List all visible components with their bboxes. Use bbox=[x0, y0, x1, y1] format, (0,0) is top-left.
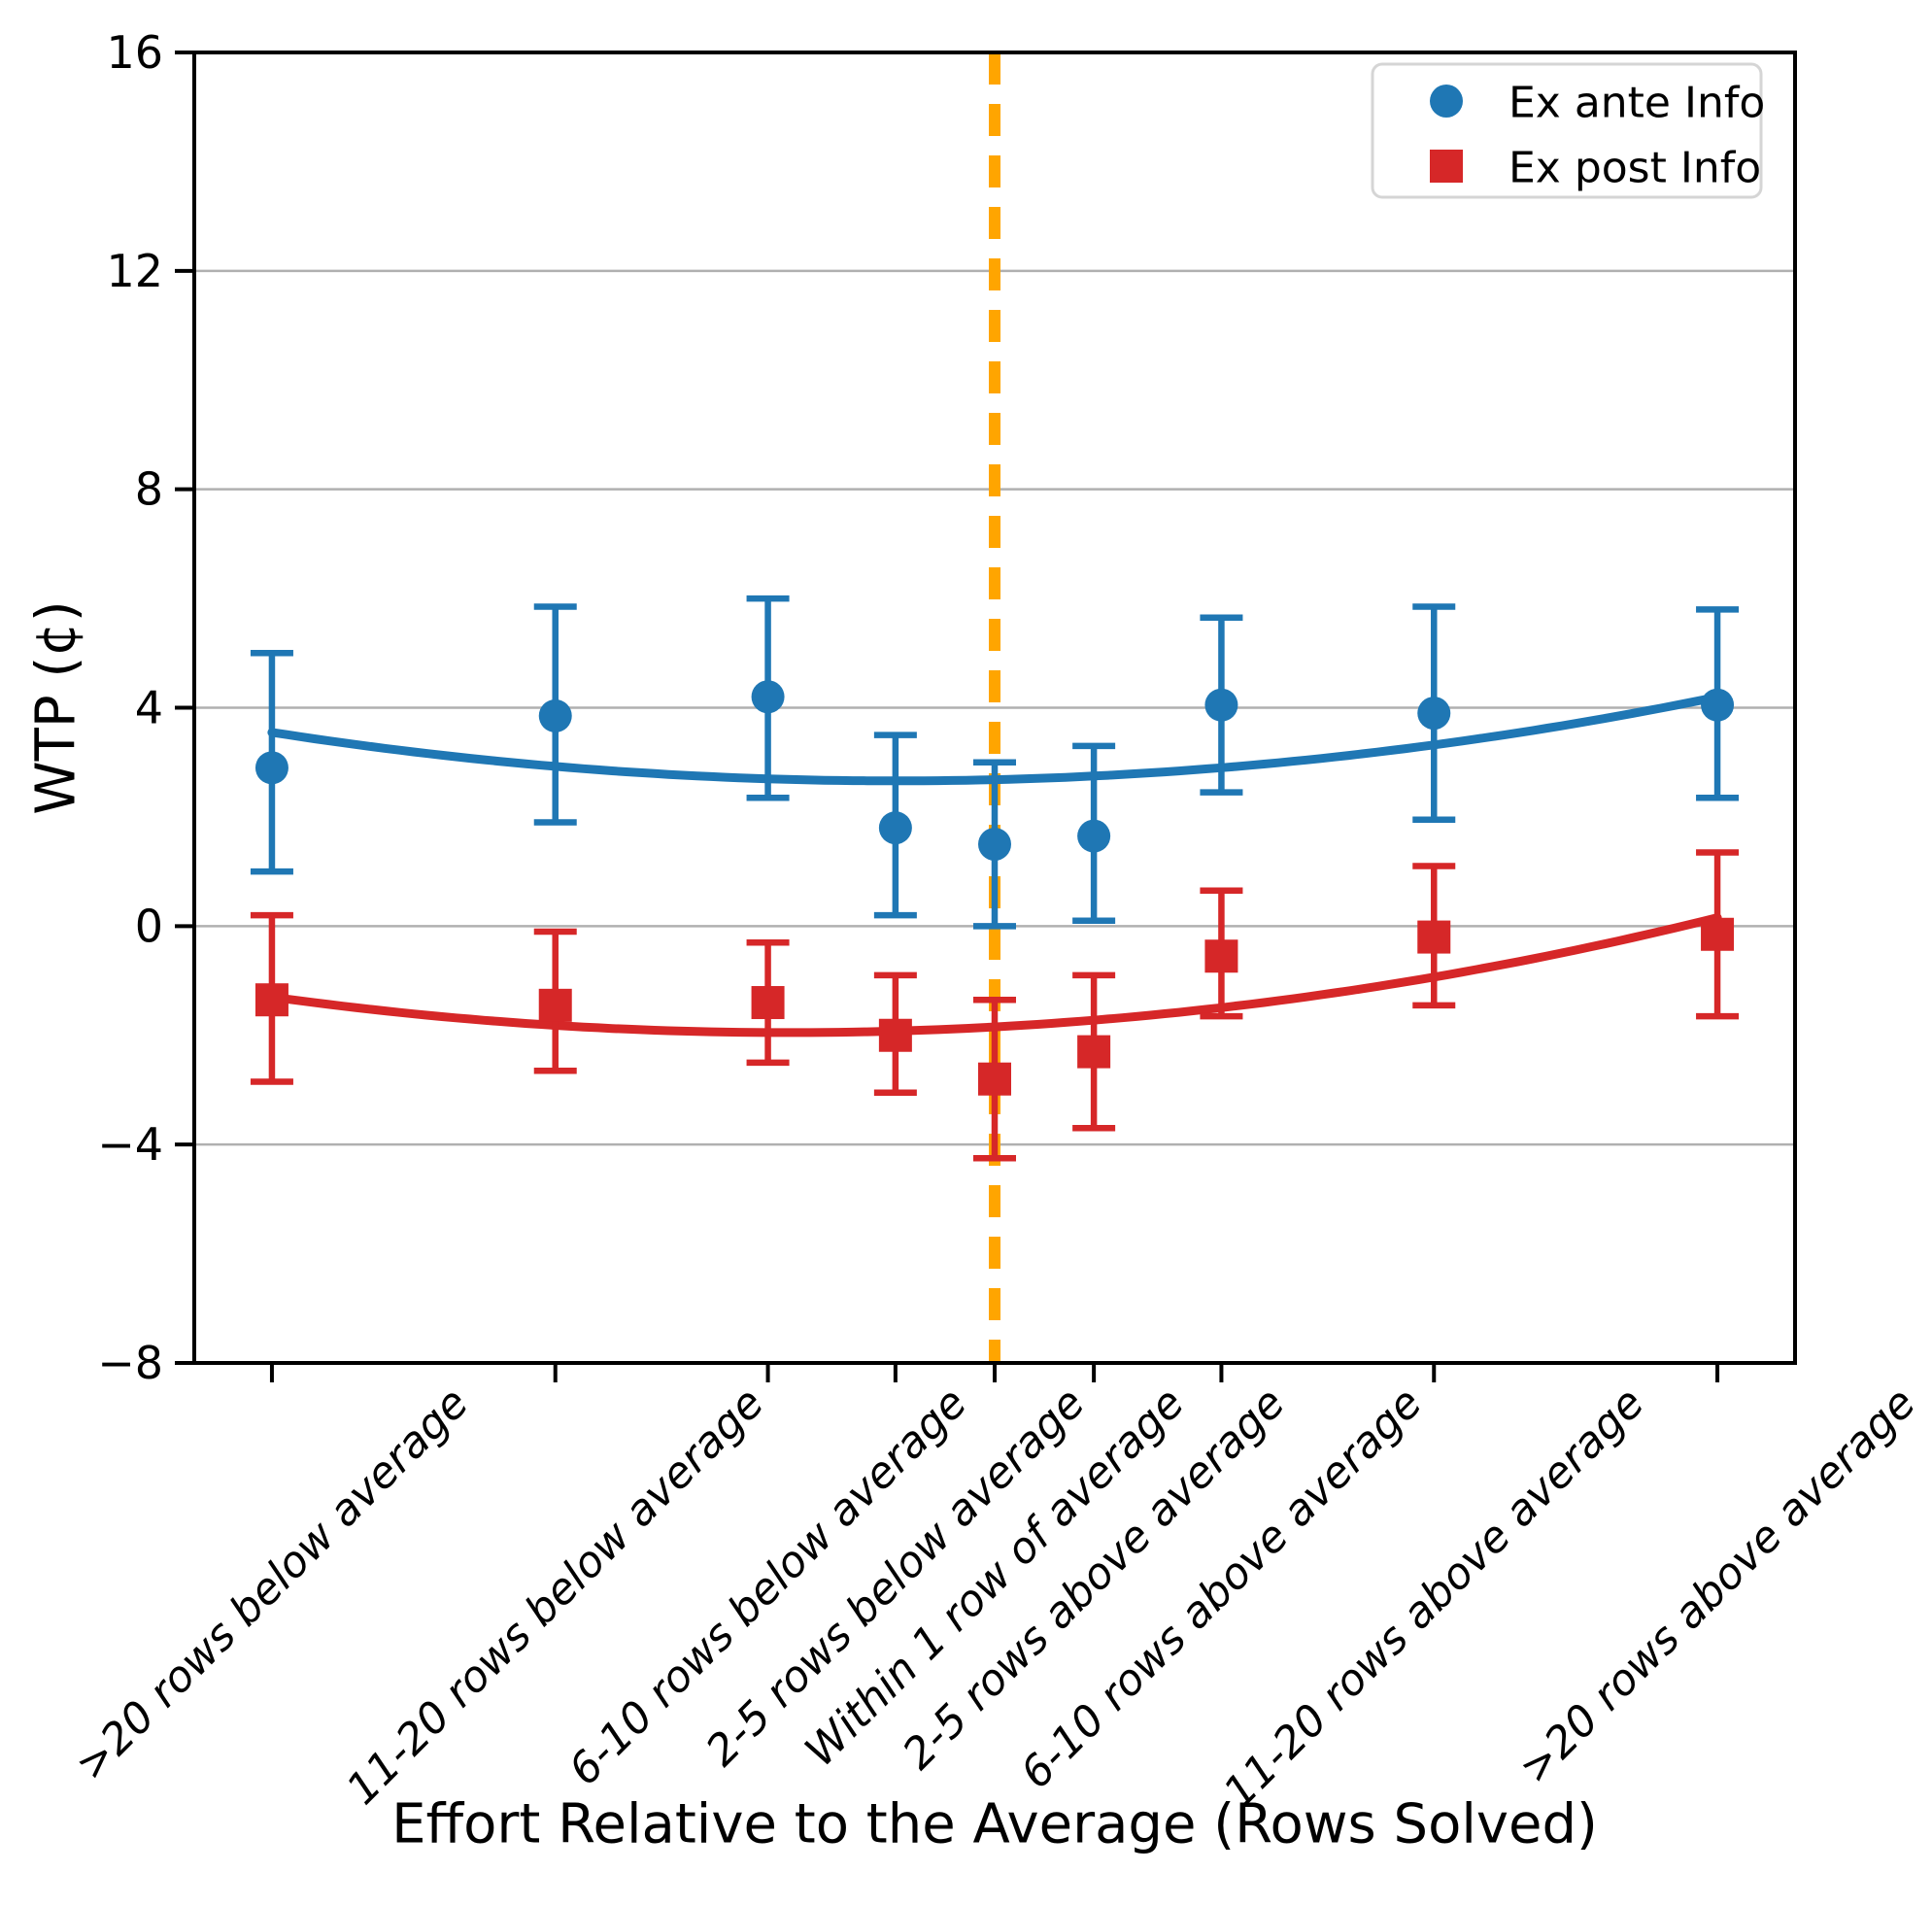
data-point-ex-ante bbox=[978, 828, 1011, 862]
legend: Ex ante Info Ex post Info bbox=[1371, 62, 1765, 199]
legend-swatch-ex-ante bbox=[1430, 85, 1463, 118]
data-point-ex-ante bbox=[878, 811, 912, 845]
data-point-ex-post bbox=[1204, 939, 1238, 973]
y-tick-label: −4 bbox=[97, 1118, 163, 1171]
data-point-ex-ante bbox=[1204, 688, 1238, 722]
data-point-ex-ante bbox=[1701, 688, 1735, 722]
data-point-ex-post bbox=[1417, 920, 1451, 954]
y-tick-label: 16 bbox=[106, 26, 163, 79]
x-axis-title: Effort Relative to the Average (Rows Sol… bbox=[391, 1793, 1598, 1856]
data-point-ex-ante bbox=[751, 680, 785, 714]
legend-label-ex-post: Ex post Info bbox=[1508, 144, 1761, 193]
y-axis-title: WTP (¢) bbox=[25, 600, 88, 814]
legend-label-ex-ante: Ex ante Info bbox=[1508, 79, 1765, 128]
legend-swatch-ex-post bbox=[1430, 150, 1463, 183]
data-point-ex-post bbox=[254, 983, 288, 1017]
y-tick-label: 8 bbox=[135, 463, 163, 516]
y-tick-label: 4 bbox=[135, 682, 163, 734]
data-point-ex-post bbox=[751, 986, 785, 1020]
data-point-ex-ante bbox=[254, 751, 288, 785]
data-point-ex-ante bbox=[538, 698, 572, 732]
data-point-ex-post bbox=[1701, 917, 1735, 951]
y-tick-label: 12 bbox=[106, 245, 163, 297]
data-point-ex-post bbox=[538, 988, 572, 1022]
y-tick-label: 0 bbox=[135, 900, 163, 952]
data-point-ex-post bbox=[1077, 1035, 1111, 1069]
y-tick-label: −8 bbox=[97, 1337, 163, 1389]
data-point-ex-ante bbox=[1417, 697, 1451, 731]
data-point-ex-post bbox=[978, 1062, 1011, 1096]
data-point-ex-ante bbox=[1077, 819, 1111, 853]
data-point-ex-post bbox=[878, 1018, 912, 1052]
legend-box bbox=[1371, 62, 1763, 199]
